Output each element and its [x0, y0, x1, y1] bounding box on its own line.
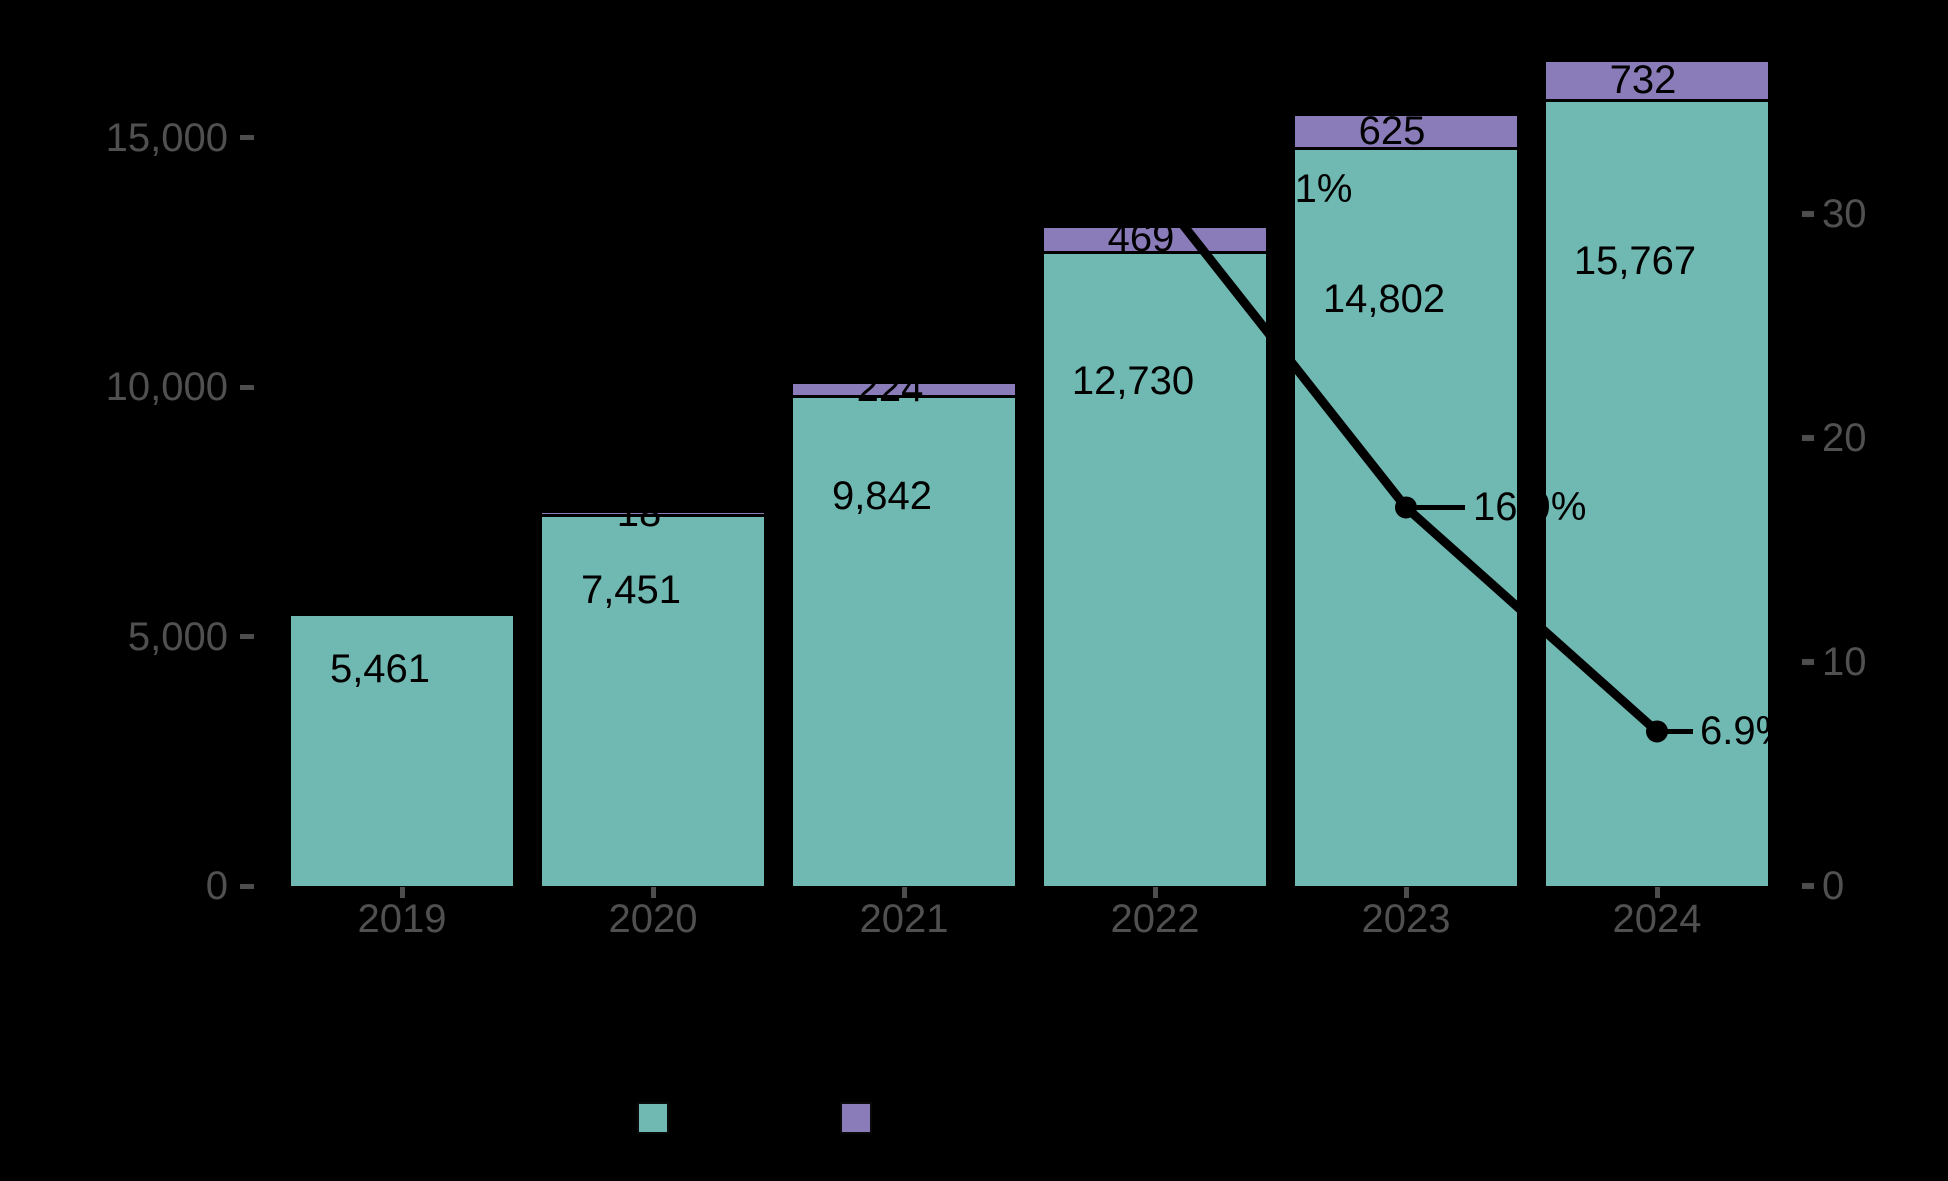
- bar-value-label-2020: 7,451: [580, 568, 682, 613]
- bar-value-label-2019: 5,461: [329, 647, 431, 692]
- line-point-marker: [1144, 178, 1166, 201]
- stack-value-label-2022: 469: [1107, 216, 1175, 261]
- growth-label-2022: 31.1%: [1239, 167, 1353, 212]
- x-axis-tick-mark: [399, 887, 405, 898]
- x-axis-tick-mark: [1654, 887, 1660, 898]
- left-axis-tick-mark: [240, 883, 254, 889]
- growth-label-2024: 6.9%: [1700, 709, 1792, 754]
- bar-segment-top-2022: [1044, 227, 1266, 251]
- right-axis-tick-mark: [1802, 435, 1814, 441]
- left-axis-tick-label: 10,000: [105, 365, 228, 409]
- x-axis-tick-mark: [1152, 887, 1158, 898]
- left-axis-tick-mark: [240, 384, 254, 390]
- x-axis-label-2020: 2020: [608, 897, 698, 941]
- bar-segment-top-2023: [1295, 116, 1517, 148]
- stack-value-label-2023: 625: [1358, 108, 1426, 153]
- left-axis-tick-mark: [240, 135, 254, 140]
- left-axis-tick-label: 15,000: [105, 115, 228, 160]
- x-axis-label-2019: 2019: [357, 897, 447, 941]
- left-axis-tick-label: 5,000: [127, 614, 228, 659]
- x-axis-label-2021: 2021: [859, 897, 949, 941]
- legend-swatch-top: [840, 1102, 872, 1134]
- bar-segment-main-2019: [291, 613, 513, 886]
- stack-value-label-2024: 732: [1609, 57, 1677, 102]
- stack-value-label-2021: 224: [856, 366, 924, 411]
- bar-value-label-2024: 15,767: [1573, 238, 1697, 283]
- x-axis-tick-mark: [901, 887, 907, 898]
- bar-segment-top-2024: [1546, 62, 1768, 100]
- bar-segment-main-2021: [793, 394, 1015, 886]
- bar-segment-top-2020: [542, 513, 764, 515]
- bar-value-label-2022: 12,730: [1071, 358, 1195, 403]
- right-axis-tick-label: 20: [1822, 416, 1867, 460]
- x-axis-tick-mark: [1403, 887, 1409, 898]
- line-point-marker: [1646, 720, 1668, 743]
- left-axis-tick-mark: [240, 634, 254, 639]
- right-axis-tick-label: 0: [1822, 864, 1845, 908]
- line-point-marker: [1395, 496, 1417, 519]
- bar-segment-top-2021: [793, 383, 1015, 395]
- x-axis-label-2022: 2022: [1110, 897, 1200, 941]
- right-axis-tick-label: 30: [1822, 192, 1867, 236]
- x-axis-label-2024: 2024: [1612, 897, 1702, 941]
- bar-value-label-2021: 9,842: [831, 473, 933, 518]
- stack-value-label-2020: 18: [616, 490, 662, 535]
- right-axis-tick-mark: [1802, 659, 1814, 665]
- x-axis-tick-mark: [650, 887, 656, 898]
- legend-swatch-main: [637, 1102, 669, 1134]
- bar-segment-main-2020: [542, 514, 764, 886]
- growth-label-2023: 16.9%: [1473, 485, 1587, 530]
- right-axis-tick-mark: [1802, 211, 1814, 217]
- right-axis-tick-label: 10: [1822, 640, 1867, 684]
- left-axis-tick-label: 0: [205, 864, 228, 908]
- x-axis-label-2023: 2023: [1361, 897, 1451, 941]
- bar-value-label-2023: 14,802: [1322, 276, 1446, 321]
- right-axis-tick-mark: [1802, 883, 1814, 889]
- bar-segment-main-2024: [1546, 99, 1768, 886]
- bar-segment-main-2022: [1044, 250, 1266, 886]
